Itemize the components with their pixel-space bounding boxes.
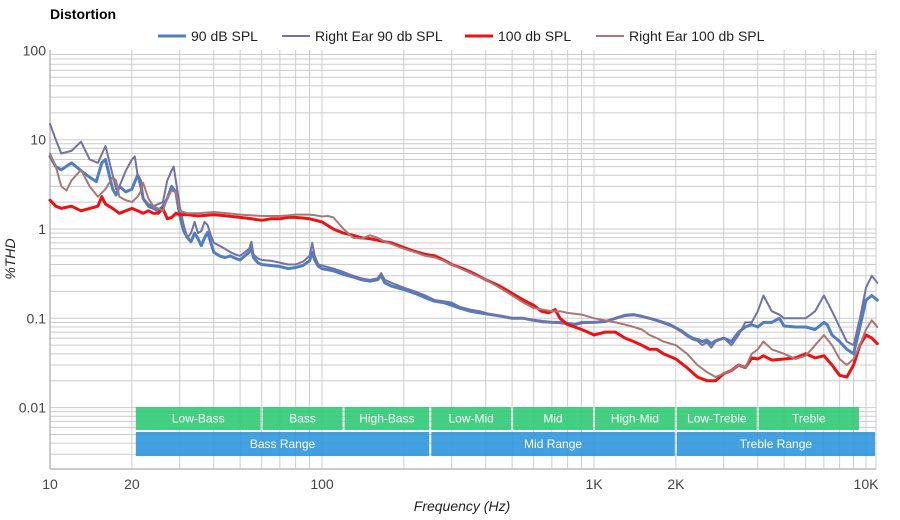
series-lines bbox=[48, 123, 879, 383]
band-mid-range bbox=[431, 432, 675, 456]
legend: 90 dB SPL Right Ear 90 db SPL 100 db SPL Ri… bbox=[158, 28, 765, 44]
legend-item: 90 dB SPL bbox=[191, 28, 258, 44]
legend-item: 100 db SPL bbox=[498, 28, 571, 44]
y-tick-label: 0.1 bbox=[27, 310, 47, 326]
band-treble bbox=[758, 407, 859, 430]
band-high-mid bbox=[595, 407, 675, 430]
grid bbox=[49, 50, 877, 470]
band-low-bass bbox=[135, 407, 261, 430]
band-label: High-Bass bbox=[359, 412, 414, 426]
x-tick-label: 20 bbox=[124, 476, 140, 492]
band-label: Bass bbox=[289, 412, 316, 426]
y-tick-label: 10 bbox=[30, 132, 46, 148]
band-bass bbox=[262, 407, 343, 430]
band-label: Treble bbox=[792, 412, 826, 426]
y-tick-label: 0.01 bbox=[19, 400, 46, 416]
band-label: Low-Bass bbox=[172, 412, 225, 426]
y-axis-label: %THD bbox=[2, 238, 18, 279]
band-label: Low-Mid bbox=[449, 412, 494, 426]
x-tick-label: 100 bbox=[310, 476, 334, 492]
x-tick-label: 1K bbox=[585, 476, 603, 492]
band-treble-range bbox=[676, 432, 875, 456]
frequency-bands: Low-Bass Bass High-Bass Low-Mid Mid High-Mid L… bbox=[135, 407, 875, 456]
band-label: Mid bbox=[543, 412, 562, 426]
series-right-ear-90-db-spl bbox=[49, 123, 879, 349]
band-label: Low-Treble bbox=[687, 412, 747, 426]
series-right-ear-100-db-spl bbox=[49, 152, 879, 378]
legend-item: Right Ear 90 db SPL bbox=[315, 28, 443, 44]
x-axis-label: Frequency (Hz) bbox=[414, 498, 510, 514]
legend-item: Right Ear 100 db SPL bbox=[629, 28, 765, 44]
x-tick-label: 10 bbox=[42, 476, 58, 492]
band-label: Treble Range bbox=[740, 437, 813, 451]
band-label: High-Mid bbox=[611, 412, 659, 426]
band-low-mid bbox=[431, 407, 512, 430]
y-tick-label: 100 bbox=[23, 42, 47, 58]
chart-title: Distortion bbox=[50, 6, 116, 22]
y-tick-label: 1 bbox=[38, 221, 46, 237]
band-bass-range bbox=[135, 432, 430, 456]
axis-ticks: 10 20 100 1K 2K 10K 100 10 1 0.1 0.01 bbox=[19, 42, 879, 492]
band-low-treble bbox=[676, 407, 757, 430]
band-high-bass bbox=[344, 407, 430, 430]
band-label: Mid Range bbox=[524, 437, 582, 451]
band-label: Bass Range bbox=[250, 437, 316, 451]
x-tick-label: 10K bbox=[854, 476, 880, 492]
x-tick-label: 2K bbox=[667, 476, 685, 492]
band-mid bbox=[513, 407, 593, 430]
